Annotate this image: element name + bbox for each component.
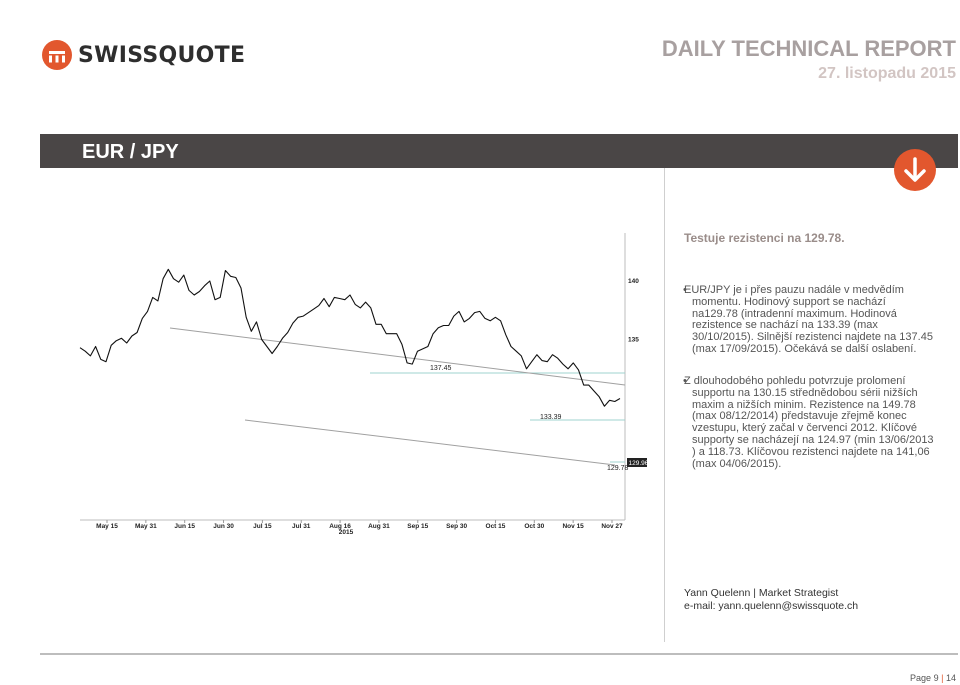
x-tick-label: Nov 27 [601, 523, 623, 530]
x-tick-label: Jun 15 [174, 523, 195, 530]
page-total: 14 [945, 673, 956, 683]
current-price-label: 129.96 [629, 460, 649, 467]
x-tick-label: Oct 15 [486, 523, 506, 530]
y-tick-label: 135 [628, 337, 639, 344]
page-label: Page [910, 673, 932, 683]
commentary-bullet-long-term: Z dlouhodobého pohledu potvrzuje prolome… [683, 375, 934, 470]
author-email[interactable]: e-mail: yann.quelenn@swissquote.ch [684, 599, 859, 612]
currency-pair-bar: EUR / JPY [40, 134, 958, 168]
x-tick-label: Sep 15 [407, 523, 428, 530]
footer-rule [40, 653, 958, 655]
x-tick-label: Jun 30 [213, 523, 234, 530]
level-label-133-39: 133.39 [540, 414, 562, 421]
price-line [79, 268, 621, 407]
author-name: Yann Quelenn | Market Strategist [684, 587, 839, 599]
page-separator: | [941, 673, 944, 683]
level-label-129-78: 129.78 [607, 465, 629, 472]
commentary-headline: Testuje rezistenci na 129.78. [684, 231, 845, 245]
report-date: 27. listopadu 2015 [818, 65, 956, 82]
y-tick-label: 140 [628, 278, 639, 285]
commentary-bullet-short-term: EUR/JPY je i přes pauzu nadále v medvědí… [683, 284, 934, 356]
page-current: 9 [933, 673, 939, 683]
x-tick-label: Aug 31 [368, 523, 390, 530]
x-tick-label: May 15 [96, 523, 118, 530]
eurjpy-price-chart: 145 140 135 137.45 133.39 129.78 129.96 Ma… [79, 225, 649, 536]
swissquote-logo-mark-icon [42, 40, 72, 70]
commentary-bullet-long-term-text: Z dlouhodobého pohledu potvrzuje prolome… [684, 375, 934, 470]
current-price-tag [627, 458, 647, 467]
x-axis-year-label: 2015 [339, 529, 354, 536]
page-number: Page 9 | 14 [910, 673, 956, 683]
author-block: Yann Quelenn | Market Strategist e-mail:… [684, 587, 858, 612]
x-tick-label: May 31 [135, 523, 157, 530]
x-tick-label: Nov 15 [562, 523, 584, 530]
swissquote-logo: SWISSQUOTE [42, 40, 245, 70]
level-label-137-45: 137.45 [430, 365, 452, 372]
commentary-bullet-short-term-text: EUR/JPY je i přes pauzu nadále v medvědí… [684, 284, 933, 355]
column-divider [664, 168, 665, 642]
brand-name: SWISSQUOTE [78, 42, 246, 68]
x-tick-label: Oct 30 [524, 523, 544, 530]
x-tick-label: Jul 31 [292, 523, 311, 530]
arrow-down-circle-icon [893, 148, 937, 192]
y-tick-label: 145 [628, 225, 639, 227]
x-tick-label: Aug 16 [329, 523, 351, 530]
report-title: DAILY TECHNICAL REPORT [661, 36, 956, 61]
x-tick-label: Sep 30 [446, 523, 467, 530]
currency-pair-title: EUR / JPY [82, 141, 179, 163]
x-tick-label: Jul 15 [253, 523, 272, 530]
upper-channel-line [169, 327, 626, 386]
lower-channel-line [244, 419, 616, 466]
